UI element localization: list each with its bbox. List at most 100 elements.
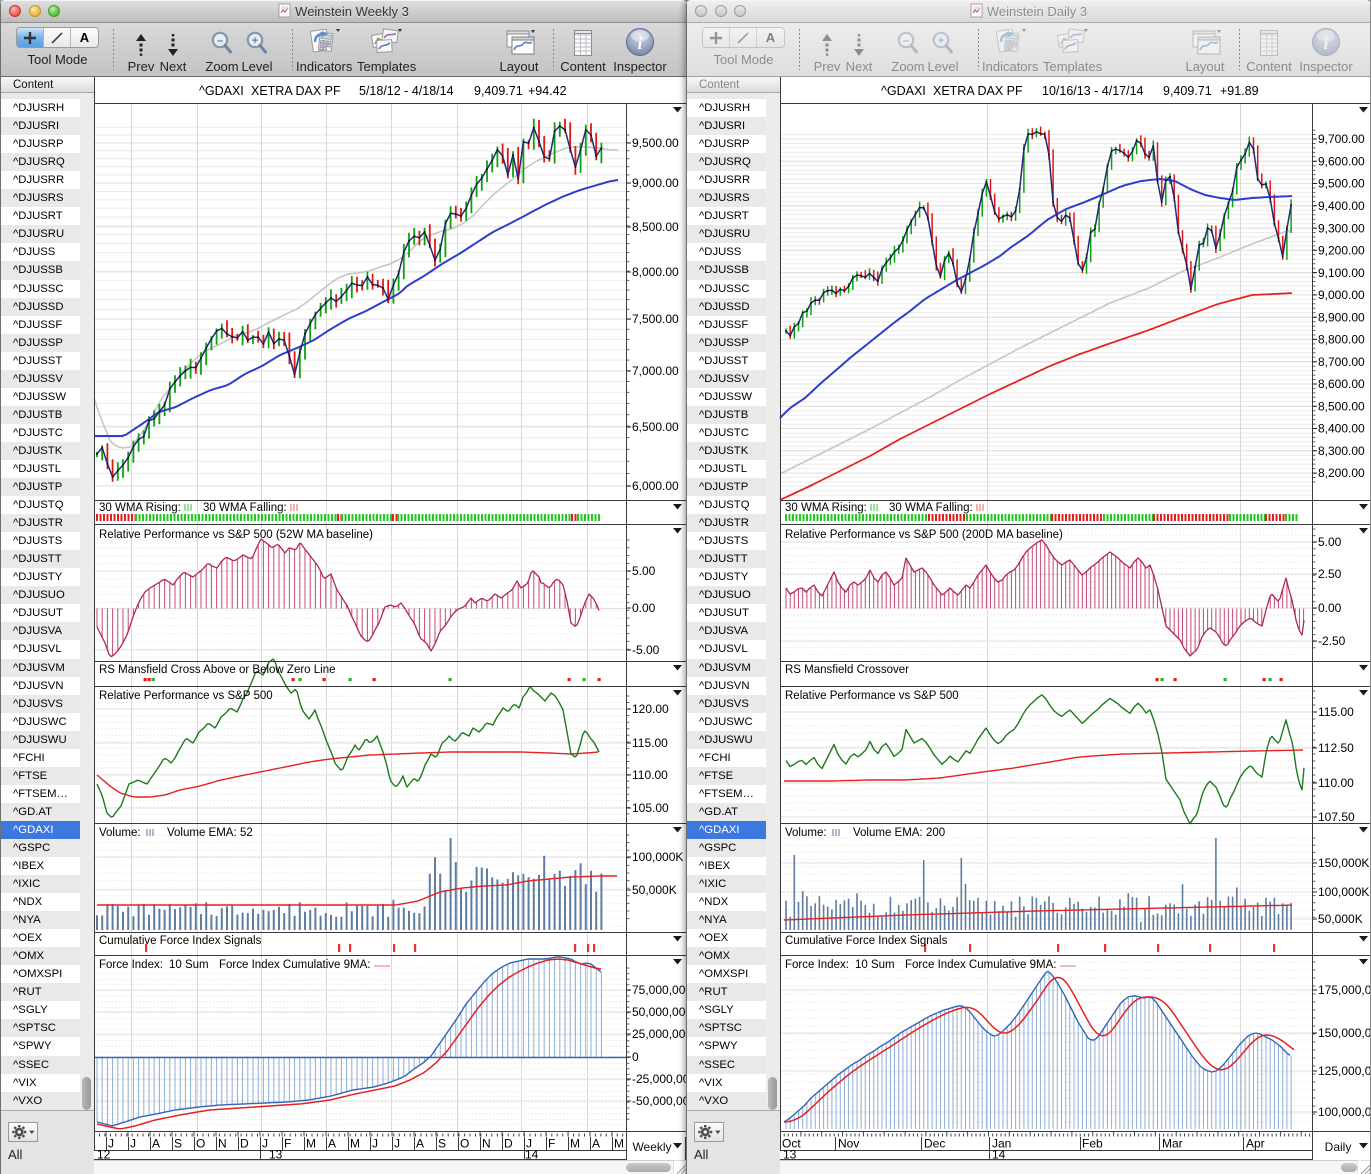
svg-text:115.00: 115.00 (1318, 705, 1354, 719)
svg-text:9,100.00: 9,100.00 (1318, 266, 1365, 280)
svg-text:M: M (306, 1137, 316, 1151)
svg-text:10/16/13 - 4/17/14: 10/16/13 - 4/17/14 (1042, 84, 1144, 98)
svg-text:112.50: 112.50 (1318, 741, 1354, 755)
svg-text:Daily: Daily (1325, 1140, 1352, 1154)
svg-text:A: A (592, 1137, 600, 1151)
svg-text:30 WMA Falling:: 30 WMA Falling: (889, 502, 973, 514)
svg-text:i: i (638, 34, 643, 53)
svg-text:XETRA DAX PF: XETRA DAX PF (251, 84, 341, 98)
svg-text:9,000.00: 9,000.00 (632, 176, 679, 190)
svg-text:10 Sum: 10 Sum (169, 959, 209, 971)
svg-text:-50,000,000: -50,000,000 (632, 1094, 687, 1108)
svg-text:5.00: 5.00 (1318, 535, 1342, 549)
svg-text:9,400.00: 9,400.00 (1318, 199, 1365, 213)
svg-text:6,500.00: 6,500.00 (632, 420, 679, 434)
svg-text:100,000K: 100,000K (632, 850, 683, 864)
svg-text:A: A (152, 1137, 160, 1151)
svg-text:J: J (526, 1137, 532, 1151)
svg-text:50,000,000: 50,000,000 (632, 1005, 687, 1019)
svg-text:30 WMA Falling:: 30 WMA Falling: (203, 502, 287, 514)
svg-text:5/18/12 - 4/18/14: 5/18/12 - 4/18/14 (359, 84, 454, 98)
svg-text:125,000,000: 125,000,000 (1318, 1064, 1371, 1078)
svg-text:9,500.00: 9,500.00 (632, 136, 679, 150)
svg-text:Relative Performance vs S&P 50: Relative Performance vs S&P 500 (200D MA… (785, 529, 1063, 541)
svg-text:8,200.00: 8,200.00 (1318, 466, 1365, 480)
svg-text:0.00: 0.00 (1318, 601, 1342, 615)
svg-text:120.00: 120.00 (632, 702, 669, 716)
svg-text:S: S (438, 1137, 446, 1151)
svg-text:O: O (196, 1137, 205, 1151)
svg-text:Jan: Jan (992, 1137, 1011, 1151)
svg-text:–: – (903, 35, 909, 47)
svg-text:8,500.00: 8,500.00 (632, 220, 679, 234)
svg-text:52: 52 (240, 827, 253, 839)
svg-text:6,000.00: 6,000.00 (632, 479, 679, 493)
svg-text:100,000K: 100,000K (1318, 885, 1369, 899)
svg-text:XETRA DAX PF: XETRA DAX PF (933, 84, 1023, 98)
svg-text:Relative Performance vs S&P 50: Relative Performance vs S&P 500 (785, 690, 959, 702)
svg-text:J: J (108, 1137, 114, 1151)
svg-text:30 WMA Rising:: 30 WMA Rising: (785, 502, 867, 514)
svg-text:12: 12 (97, 1148, 111, 1162)
svg-text:D: D (504, 1137, 513, 1151)
svg-text:Volume EMA:: Volume EMA: (853, 827, 923, 839)
svg-text:A: A (416, 1137, 424, 1151)
svg-text:N: N (218, 1137, 227, 1151)
svg-text:13: 13 (269, 1148, 283, 1162)
svg-text:^GDAXI: ^GDAXI (199, 84, 244, 98)
svg-text:105.00: 105.00 (632, 801, 669, 815)
svg-text:Force Index:: Force Index: (99, 959, 163, 971)
svg-text:J: J (130, 1137, 136, 1151)
svg-text:-5.00: -5.00 (632, 643, 660, 657)
svg-text:9,600.00: 9,600.00 (1318, 155, 1365, 169)
svg-text:8,800.00: 8,800.00 (1318, 333, 1365, 347)
svg-text:M: M (350, 1137, 360, 1151)
svg-text:110.00: 110.00 (1318, 776, 1354, 790)
svg-text:2.50: 2.50 (1318, 567, 1342, 581)
svg-text:8,900.00: 8,900.00 (1318, 310, 1365, 324)
svg-text:Force Index Cumulative 9MA:: Force Index Cumulative 9MA: (905, 959, 1056, 971)
svg-text:9,200.00: 9,200.00 (1318, 244, 1365, 258)
svg-text:30 WMA Rising:: 30 WMA Rising: (99, 502, 181, 514)
svg-text:Oct: Oct (782, 1137, 801, 1151)
svg-text:7,500.00: 7,500.00 (632, 312, 679, 326)
svg-text:Volume:: Volume: (99, 827, 141, 839)
svg-text:115.00: 115.00 (632, 736, 668, 750)
svg-text:A: A (328, 1137, 336, 1151)
svg-text:+94.42: +94.42 (528, 84, 567, 98)
svg-text:100,000,000: 100,000,000 (1318, 1105, 1371, 1119)
svg-text:J: J (372, 1137, 378, 1151)
svg-text:8,600.00: 8,600.00 (1318, 377, 1365, 391)
svg-text:50,000K: 50,000K (632, 883, 677, 897)
svg-text:Cumulative Force Index Signals: Cumulative Force Index Signals (785, 935, 948, 947)
svg-text:Volume:: Volume: (785, 827, 827, 839)
svg-text:75,000,000: 75,000,000 (632, 983, 687, 997)
svg-text:Feb: Feb (1082, 1137, 1103, 1151)
svg-text:Weekly: Weekly (632, 1140, 671, 1154)
svg-text:150,000,000: 150,000,000 (1318, 1026, 1371, 1040)
svg-text:7,000.00: 7,000.00 (632, 364, 679, 378)
svg-text:10 Sum: 10 Sum (855, 959, 895, 971)
svg-text:Dec: Dec (924, 1137, 945, 1151)
svg-text:8,500.00: 8,500.00 (1318, 399, 1365, 413)
svg-text:9,409.71: 9,409.71 (1163, 84, 1212, 98)
svg-text:Cumulative Force Index Signals: Cumulative Force Index Signals (99, 935, 262, 947)
svg-text:200: 200 (926, 827, 945, 839)
svg-text:RS Mansfield Cross Above or Be: RS Mansfield Cross Above or Below Zero L… (99, 664, 336, 676)
svg-text:110.00: 110.00 (632, 768, 668, 782)
svg-text:^GDAXI: ^GDAXI (881, 84, 926, 98)
svg-text:-25,000,000: -25,000,000 (632, 1072, 687, 1086)
svg-text:14: 14 (525, 1148, 539, 1162)
svg-text:–: – (217, 35, 223, 47)
svg-text:+91.89: +91.89 (1220, 84, 1259, 98)
svg-text:Nov: Nov (838, 1137, 859, 1151)
svg-text:Volume EMA:: Volume EMA: (167, 827, 237, 839)
svg-text:RS Mansfield Crossover: RS Mansfield Crossover (785, 664, 909, 676)
svg-text:13: 13 (783, 1148, 797, 1162)
svg-text:Apr: Apr (1246, 1137, 1265, 1151)
svg-text:i: i (1324, 34, 1329, 53)
svg-text:J: J (262, 1137, 268, 1151)
svg-text:8,300.00: 8,300.00 (1318, 444, 1365, 458)
svg-text:Relative Performance vs S&P 50: Relative Performance vs S&P 500 (99, 690, 273, 702)
svg-text:Force Index:: Force Index: (785, 959, 849, 971)
